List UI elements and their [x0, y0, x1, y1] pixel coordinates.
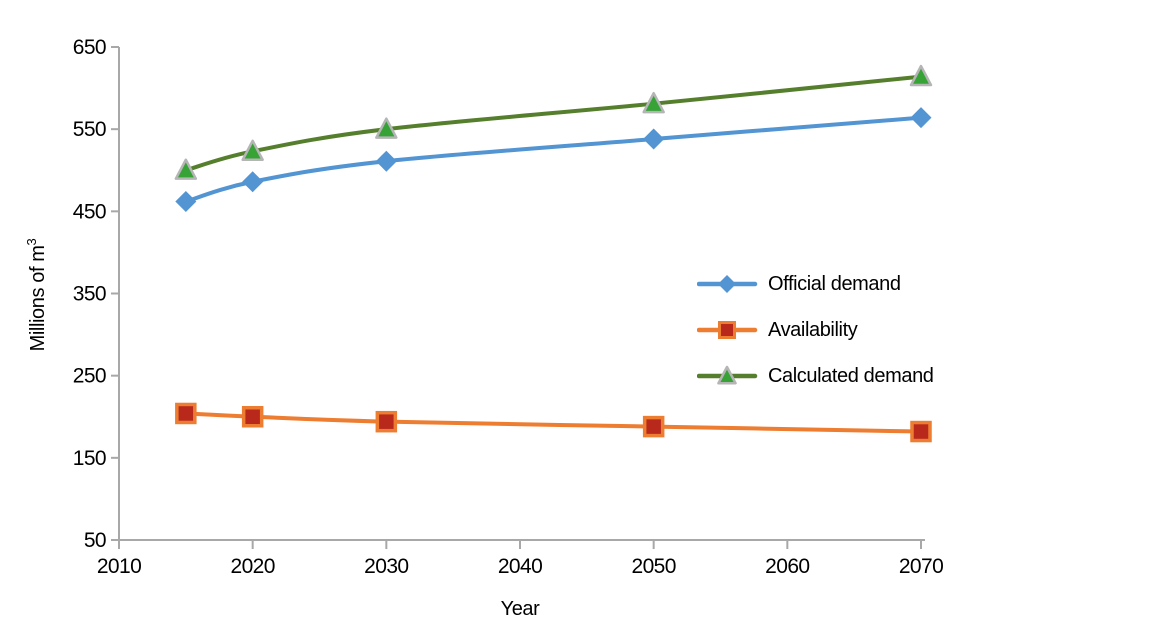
data-point-availability	[642, 415, 665, 438]
data-point-calculated-demand	[174, 158, 198, 180]
x-tick-label: 2030	[364, 555, 408, 578]
data-point-official-demand	[375, 150, 397, 172]
data-point-official-demand	[242, 171, 264, 193]
legend-label: Official demand	[768, 272, 901, 295]
y-tick-label: 150	[73, 447, 106, 470]
legend-line-square-icon	[697, 321, 758, 339]
legend-line-triangle-icon	[697, 365, 758, 385]
legend-label: Calculated demand	[768, 364, 934, 387]
y-tick-label: 250	[73, 365, 106, 388]
legend-item-official-demand: Official demand	[697, 261, 934, 307]
legend-sample-marker	[718, 275, 736, 293]
legend-line-diamond-icon	[697, 275, 758, 293]
legend-item-availability: Availability	[697, 307, 934, 353]
data-point-availability	[241, 406, 264, 428]
data-point-availability	[175, 402, 197, 425]
y-tick-label: 650	[73, 36, 106, 59]
y-axis-title-superscript: 3	[24, 238, 40, 246]
x-tick-label: 2070	[899, 555, 943, 578]
data-point-availability	[910, 420, 932, 443]
axes	[111, 46, 925, 549]
data-point-official-demand	[643, 128, 665, 150]
legend-label: Availability	[768, 318, 858, 341]
y-tick-label: 350	[73, 283, 106, 306]
series-line-calculated-demand	[183, 74, 923, 173]
data-point-calculated-demand	[375, 117, 398, 139]
x-tick-label: 2060	[765, 555, 809, 578]
data-point-official-demand	[910, 107, 932, 129]
tick-labels: 50 150 250 350 450 550 650 2010 2020 2030 2040 2050…	[73, 36, 944, 578]
data-point-official-demand	[175, 190, 197, 212]
y-axis-title-text: Millions of m	[26, 245, 49, 352]
data-point-calculated-demand	[909, 64, 933, 87]
y-axis-title: Millions of m3	[24, 239, 50, 352]
series-line-availability	[183, 411, 923, 434]
data-point-calculated-demand	[642, 91, 665, 114]
series-availability	[175, 402, 932, 443]
data-point-availability	[375, 410, 398, 433]
x-axis-title: Year	[501, 598, 541, 620]
series-calculated-demand	[174, 64, 933, 180]
data-point-calculated-demand	[241, 139, 264, 162]
x-tick-label: 2010	[97, 555, 141, 578]
x-tick-label: 2020	[231, 555, 275, 578]
series-official-demand	[175, 107, 932, 212]
legend-sample-marker	[718, 321, 736, 339]
legend: Official demand Availability Calculated …	[697, 261, 934, 399]
series-line-official-demand	[183, 115, 923, 204]
legend-item-calculated-demand: Calculated demand	[697, 353, 934, 399]
legend-sample-marker	[717, 365, 737, 385]
y-tick-label: 450	[73, 200, 106, 223]
x-tick-label: 2050	[632, 555, 676, 578]
x-tick-label: 2040	[498, 555, 542, 578]
y-tick-label: 550	[73, 118, 106, 141]
y-tick-label: 50	[84, 529, 106, 552]
